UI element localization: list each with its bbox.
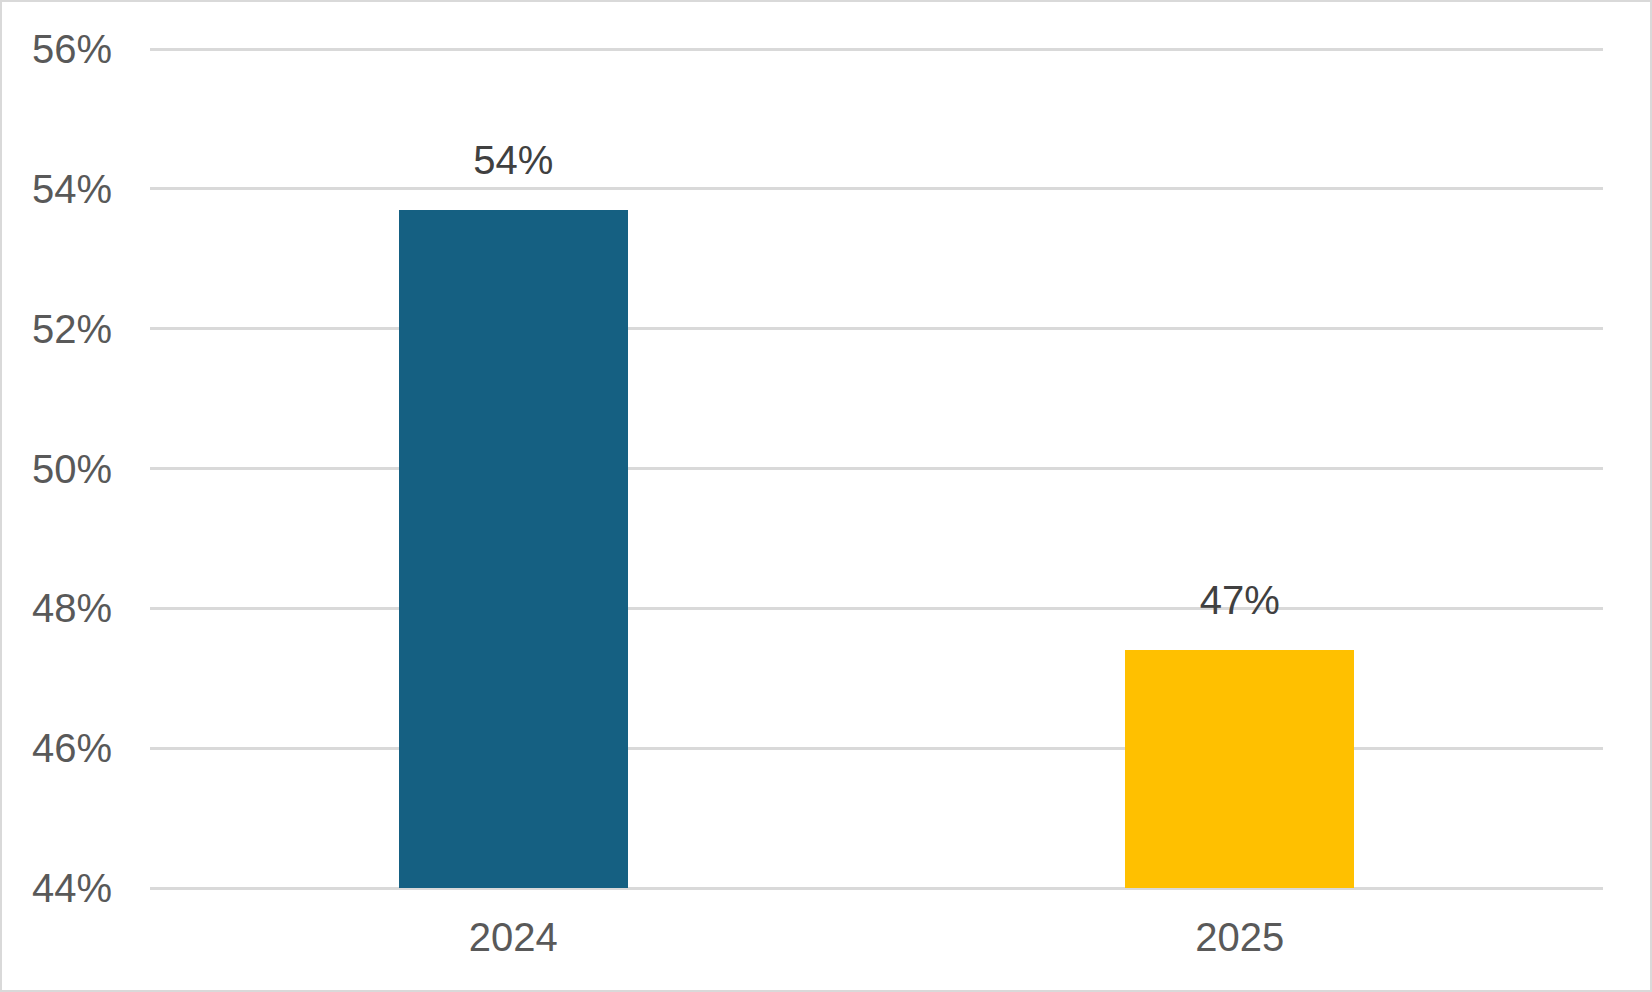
y-axis-tick-label: 48% [2,588,112,628]
bar-2024 [399,210,628,888]
gridline-50 [150,467,1603,470]
gridline-44 [150,887,1603,890]
gridline-54 [150,187,1603,190]
y-axis-tick-label: 50% [2,449,112,489]
bar-chart: 56% 54% 52% 50% 48% 46% 44% 54% 2024 47% 2025 [0,0,1652,992]
y-axis-tick-label: 44% [2,868,112,908]
x-axis-label-2025: 2025 [1090,917,1390,957]
gridline-52 [150,327,1603,330]
y-axis-tick-label: 52% [2,309,112,349]
x-axis-label-2024: 2024 [363,917,663,957]
y-axis-tick-label: 56% [2,29,112,69]
y-axis-tick-label: 46% [2,728,112,768]
data-label-2024: 54% [363,140,663,180]
bar-2025 [1125,650,1354,888]
gridline-56 [150,48,1603,51]
data-label-2025: 47% [1090,580,1390,620]
gridline-46 [150,747,1603,750]
y-axis-tick-label: 54% [2,169,112,209]
